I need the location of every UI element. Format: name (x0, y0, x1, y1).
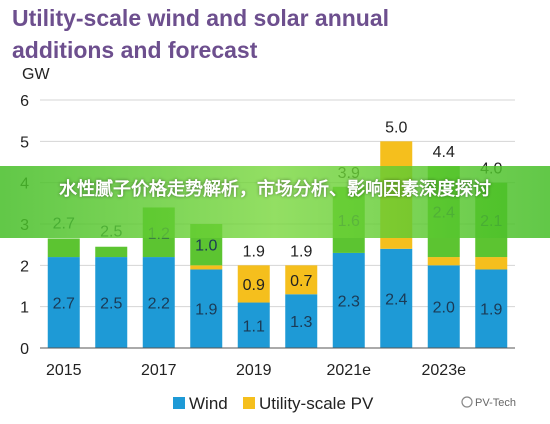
bar-segment (237, 265, 270, 303)
bar-value-label: 2.3 (338, 293, 360, 310)
bar-segment (190, 265, 223, 270)
x-tick-label: 2017 (141, 362, 177, 379)
y-axis-unit-label: GW (22, 66, 50, 83)
x-tick-label: 2019 (236, 362, 272, 379)
bar-total-label: 1.9 (243, 243, 265, 260)
bar-segment (285, 265, 318, 295)
bar-value-label: 2.4 (385, 291, 407, 308)
legend-label: Wind (189, 394, 228, 413)
bar-value-label: 1.9 (195, 302, 217, 319)
bar-segment (380, 248, 413, 348)
bar-total-label: 1.9 (290, 243, 312, 260)
overlay-headline: 水性腻子价格走势解析，市场分析、影响因素深度探讨 (59, 179, 491, 200)
bar-segment (427, 265, 460, 348)
bar-total-label: 4.4 (433, 144, 455, 161)
bar-segment (237, 302, 270, 348)
bar-segment (427, 257, 460, 266)
y-tick-label: 5 (20, 134, 29, 151)
bar-value-label: 0.7 (290, 273, 312, 290)
bar-segment (142, 257, 175, 348)
bar-value-label: 1.9 (480, 302, 502, 319)
bar-segment (332, 252, 365, 348)
bar-segment (475, 257, 508, 270)
bar-segment (475, 269, 508, 348)
legend-label: Utility-scale PV (259, 394, 374, 413)
y-tick-label: 1 (20, 300, 29, 317)
legend: Wind Utility-scale PV (173, 394, 374, 413)
bar-value-label: 1.3 (290, 314, 312, 331)
bar-segment (95, 257, 128, 348)
legend-swatch (243, 397, 255, 409)
x-tick-label: 2023e (422, 362, 467, 379)
y-tick-label: 2 (20, 258, 29, 275)
x-axis-ticks: 2015 2017 2019 2021e 2023e (46, 362, 466, 379)
chart-title-line: additions and forecast (12, 37, 258, 63)
x-tick-label: 2015 (46, 362, 82, 379)
bar-value-label: 1.1 (243, 318, 265, 335)
bar-value-label: 0.9 (243, 277, 265, 294)
bar-value-label: 2.5 (100, 296, 122, 313)
bar-value-label: 2.0 (433, 300, 455, 317)
bar-value-label: 1.0 (195, 238, 217, 255)
x-tick-label: 2021e (327, 362, 372, 379)
bar-segment (47, 257, 80, 348)
bar-segment (190, 269, 223, 348)
bar-value-label: 2.2 (148, 296, 170, 313)
watermark-logo-icon (461, 396, 473, 408)
y-tick-label: 0 (20, 341, 29, 358)
bar-segment (47, 238, 80, 258)
chart-title-line: Utility-scale wind and solar annual (12, 5, 389, 31)
y-tick-label: 6 (20, 93, 29, 110)
bar-value-label: 2.7 (53, 296, 75, 313)
legend-swatch (173, 397, 185, 409)
watermark: PV-Tech (461, 396, 516, 409)
overlay-banner (0, 166, 550, 238)
chart-title: Utility-scale wind and solar annual addit… (12, 5, 389, 63)
bar-segment (95, 246, 128, 258)
bar-segment (285, 294, 318, 348)
bar-total-label: 5.0 (385, 119, 407, 136)
watermark-text: PV-Tech (475, 397, 516, 409)
